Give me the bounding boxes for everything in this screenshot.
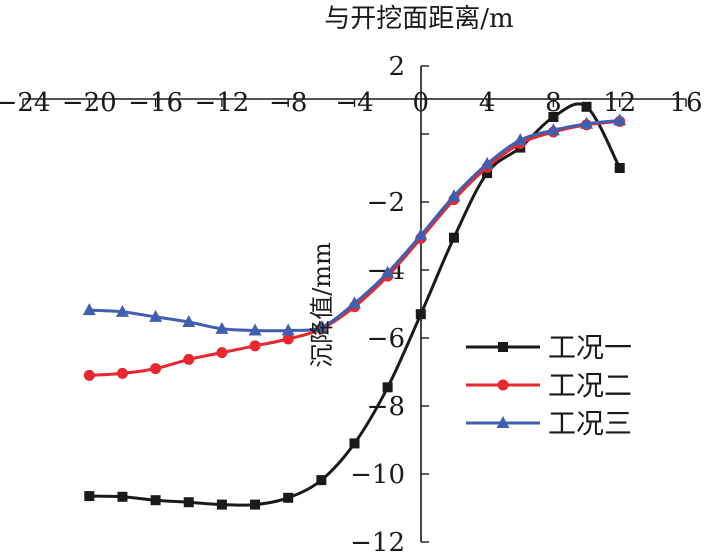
series-3 [82, 113, 627, 336]
series-2-point [183, 353, 195, 365]
series-1-point [382, 382, 393, 393]
series-1-point [250, 499, 261, 510]
series-1-point [117, 491, 128, 502]
x-tick-label: −24 [0, 88, 50, 118]
x-tick-label: −20 [62, 88, 117, 118]
series-2-point [249, 340, 261, 352]
x-tick-label: 0 [413, 88, 430, 118]
series-3-point [447, 189, 461, 202]
series-1-point [216, 499, 227, 510]
y-tick-label: 2 [388, 52, 405, 82]
series-3-point [182, 315, 196, 328]
x-tick-label: 4 [479, 88, 496, 118]
series-1-point [614, 163, 625, 173]
x-tick-label: −16 [128, 88, 183, 118]
y-tick-label: −6 [367, 324, 405, 354]
series-1-point [448, 232, 459, 243]
series-3-point [82, 303, 96, 316]
series-3-point [580, 116, 594, 129]
series-1-point [316, 475, 327, 486]
series-3-point [348, 296, 361, 309]
series-1-point [84, 491, 95, 502]
series-1-point [283, 492, 294, 503]
x-tick-label: −12 [194, 88, 249, 118]
series-1-point [349, 438, 360, 449]
legend-item-1: 工况一 [466, 331, 632, 364]
series-1-point [183, 497, 194, 508]
series-3-point [248, 323, 262, 336]
series-3-point [115, 304, 129, 317]
series-3-point [480, 156, 494, 169]
x-tick-label: 12 [603, 88, 636, 118]
series-3-point [381, 265, 395, 278]
series-1-point [482, 168, 493, 179]
legend-swatch-marker [496, 416, 510, 428]
legend-label: 工况二 [548, 369, 632, 402]
series-3-point [513, 133, 527, 146]
x-axis-title: 与开挖面距离/m [324, 4, 513, 34]
series-3-point [215, 321, 229, 334]
legend-swatch-marker [498, 342, 508, 352]
y-tick-label: −2 [367, 188, 405, 218]
x-tick-label: 16 [669, 88, 702, 118]
series-layer [82, 101, 627, 510]
y-tick-label: −10 [350, 460, 405, 490]
series-1-point [415, 309, 426, 320]
series-1-point [548, 112, 559, 122]
series-3-point [546, 123, 560, 136]
series-2 [83, 115, 626, 381]
x-tick-label: −8 [269, 88, 307, 118]
axes [22, 65, 687, 543]
series-2-point [150, 363, 162, 375]
legend-label: 工况三 [548, 407, 632, 440]
series-3-point [314, 320, 328, 333]
legend-label: 工况一 [548, 331, 632, 364]
x-tick-label: −4 [335, 88, 373, 118]
series-2-line [89, 119, 620, 377]
series-2-point [216, 347, 228, 359]
x-tick-label: 8 [545, 88, 562, 118]
series-2-point [282, 333, 294, 345]
legend-swatch-marker [497, 379, 509, 391]
legend-item-2: 工况二 [466, 369, 632, 402]
y-tick-label: −12 [350, 528, 405, 558]
series-2-point [116, 367, 128, 379]
series-3-point [149, 309, 163, 322]
y-axis-title: 沉降值/mm [308, 242, 336, 368]
series-3-point [613, 113, 627, 126]
series-3-point [414, 228, 428, 241]
series-1-point [150, 495, 161, 506]
series-2-point [83, 369, 95, 381]
series-3-point [281, 323, 295, 336]
series-1-point [581, 101, 592, 112]
legend-item-3: 工况三 [466, 407, 632, 440]
